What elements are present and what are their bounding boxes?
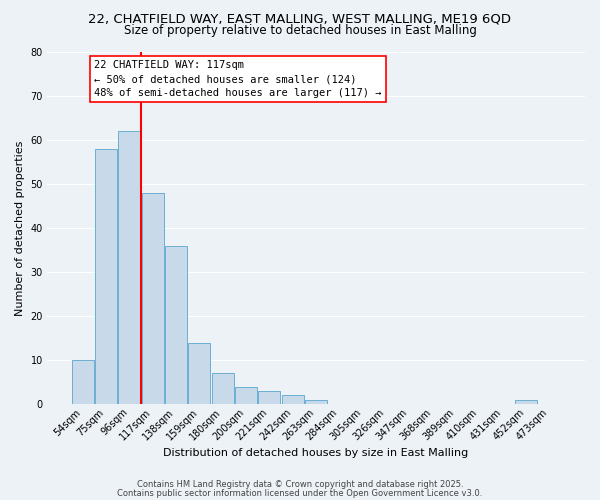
X-axis label: Distribution of detached houses by size in East Malling: Distribution of detached houses by size …: [163, 448, 469, 458]
Bar: [71, 360, 94, 405]
Bar: [165, 246, 187, 404]
Bar: [188, 342, 211, 404]
Text: 22 CHATFIELD WAY: 117sqm
← 50% of detached houses are smaller (124)
48% of semi-: 22 CHATFIELD WAY: 117sqm ← 50% of detach…: [94, 60, 382, 98]
Bar: [212, 374, 234, 404]
Bar: [118, 131, 140, 404]
Bar: [281, 396, 304, 404]
Text: 22, CHATFIELD WAY, EAST MALLING, WEST MALLING, ME19 6QD: 22, CHATFIELD WAY, EAST MALLING, WEST MA…: [89, 12, 511, 26]
Text: Contains HM Land Registry data © Crown copyright and database right 2025.: Contains HM Land Registry data © Crown c…: [137, 480, 463, 489]
Bar: [142, 192, 164, 404]
Text: Contains public sector information licensed under the Open Government Licence v3: Contains public sector information licen…: [118, 488, 482, 498]
Y-axis label: Number of detached properties: Number of detached properties: [15, 140, 25, 316]
Bar: [305, 400, 327, 404]
Bar: [515, 400, 537, 404]
Bar: [235, 386, 257, 404]
Bar: [95, 148, 117, 404]
Text: Size of property relative to detached houses in East Malling: Size of property relative to detached ho…: [124, 24, 476, 37]
Bar: [258, 391, 280, 404]
